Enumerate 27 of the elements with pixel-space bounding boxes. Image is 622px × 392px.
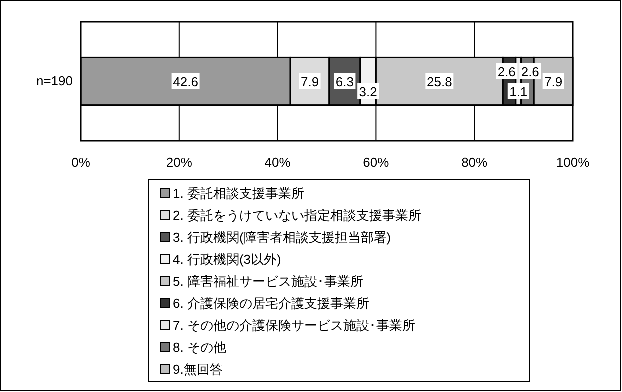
data-label: 7.9: [544, 74, 563, 90]
data-label: 1.1: [510, 84, 528, 100]
x-tick-label: 40%: [264, 155, 292, 170]
data-label: 6.3: [336, 74, 354, 90]
legend-label: 6. 介護保険の居宅介護支援事業所: [173, 296, 370, 311]
x-tick-label: 100%: [556, 155, 590, 170]
x-tick-label: 60%: [363, 155, 390, 170]
legend-label: 1. 委託相談支援事業所: [173, 186, 304, 201]
y-tick-label: n=190: [36, 74, 73, 88]
legend-label: 4. 行政機関(3以外): [173, 252, 282, 267]
data-label: 2.6: [498, 64, 516, 80]
bar: [80, 56, 292, 106]
data-label: 3.2: [359, 84, 378, 100]
legend-label: 5. 障害福祉サービス施設･事業所: [173, 274, 364, 289]
data-label: 2.6: [521, 64, 540, 80]
legend-label: 8. その他: [173, 340, 226, 355]
x-tick-label: 20%: [166, 155, 193, 170]
plot: 0% 20% 40% 60% 80% 100% n=190 42.6 7.9 6.3 3.2 25.8 2.6 1.1 2.6 7.9: [36, 21, 590, 170]
legend-label: 7. その他の介護保険サービス施設･事業所: [173, 318, 416, 333]
legend-label: 3. 行政機関(障害者相談支援担当部署): [173, 230, 392, 245]
x-tick-label: 0%: [72, 155, 91, 170]
data-label: 7.9: [300, 74, 320, 90]
x-tick-label: 80%: [462, 155, 488, 170]
data-label: 25.8: [427, 74, 452, 90]
data-label: 42.6: [173, 74, 198, 90]
legend-label: 9.無回答: [173, 362, 223, 377]
legend-label: 2. 委託をうけていない指定相談支援事業所: [173, 208, 422, 223]
